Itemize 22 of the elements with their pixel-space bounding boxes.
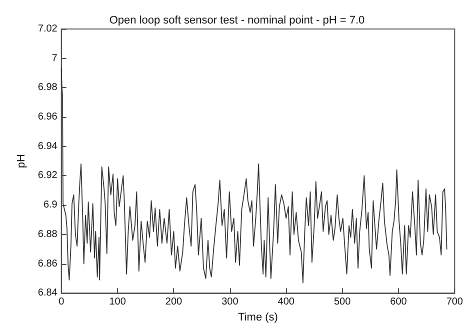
x-tick-label: 300: [222, 296, 239, 308]
y-tick-label: 6.84: [38, 288, 58, 299]
x-tick-label: 400: [278, 296, 295, 308]
y-tick-label: 7.02: [38, 24, 58, 34]
y-tick-label: 6.9: [43, 200, 58, 211]
x-tick-label: 200: [165, 296, 183, 308]
y-tick-label: 6.92: [38, 170, 58, 182]
x-tick-label: 700: [446, 296, 464, 308]
line-series: [60, 68, 448, 284]
x-axis-title: Time (s): [238, 312, 278, 324]
x-tick-label: 600: [390, 296, 408, 308]
x-tick-label: 100: [109, 296, 126, 308]
y-axis-title: pH: [16, 154, 28, 168]
y-tick-label: 6.94: [38, 140, 58, 152]
y-tick-label: 6.86: [38, 258, 58, 270]
y-tick-label: 6.88: [38, 228, 58, 240]
y-tick-label: 6.96: [38, 112, 58, 123]
x-tick-label: 0: [58, 296, 65, 308]
chart-title: Open loop soft sensor test - nominal point - pH = 7.0: [109, 14, 365, 26]
y-tick-label: 7: [52, 52, 58, 64]
y-tick-label: 6.98: [38, 82, 58, 94]
x-tick-label: 500: [334, 296, 352, 308]
